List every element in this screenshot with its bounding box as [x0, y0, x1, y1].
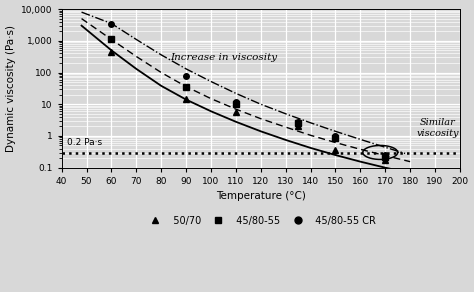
Legend:   50/70,   45/80-55,   45/80-55 CR: 50/70, 45/80-55, 45/80-55 CR — [141, 212, 380, 230]
Text: Similar
viscosity: Similar viscosity — [416, 118, 459, 138]
Text: Increase in viscosity: Increase in viscosity — [170, 53, 277, 62]
X-axis label: Temperature (°C): Temperature (°C) — [216, 191, 306, 201]
Y-axis label: Dynamic viscosity (Pa·s): Dynamic viscosity (Pa·s) — [6, 25, 16, 152]
Text: 0.2 Pa·s: 0.2 Pa·s — [67, 138, 102, 147]
